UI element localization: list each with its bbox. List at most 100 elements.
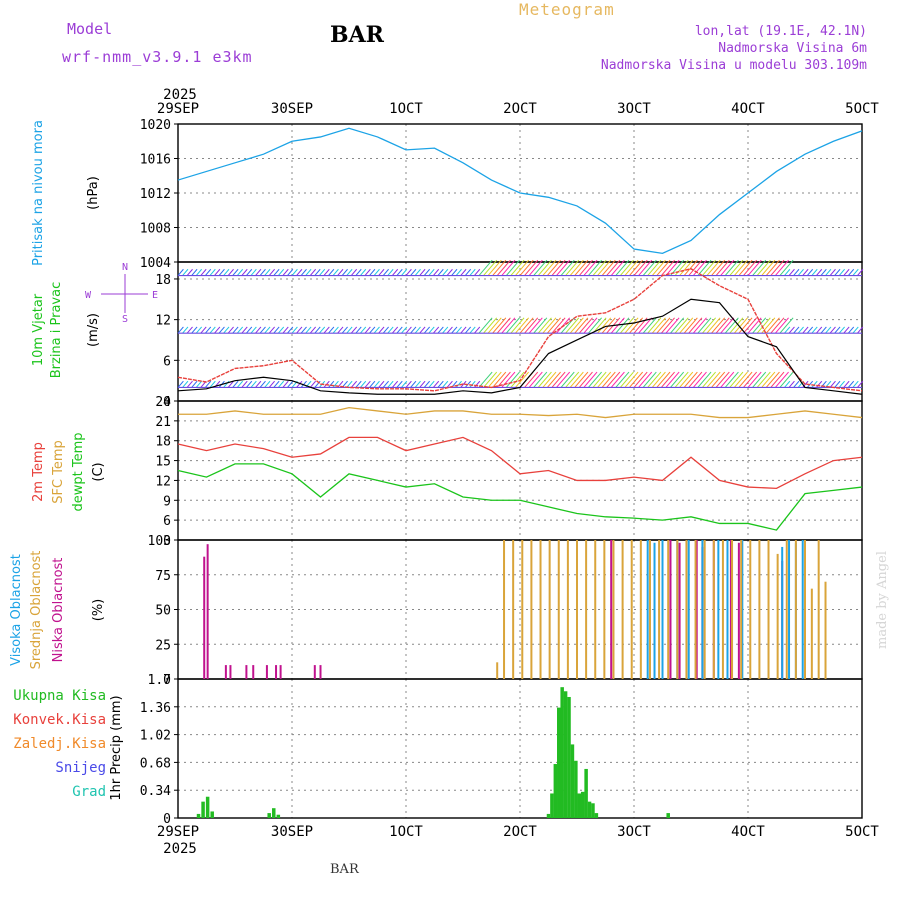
y-tick-label: 1.02 xyxy=(140,729,171,744)
wind-barb xyxy=(647,259,662,276)
wind-barb xyxy=(779,371,794,388)
wind-barb xyxy=(510,259,525,276)
wind-barb xyxy=(692,371,707,388)
wind-barb xyxy=(414,268,421,276)
wind-barb xyxy=(387,326,394,334)
wind-barb xyxy=(793,380,800,388)
precip-ylabel: 1hr Precip (mm) xyxy=(109,695,124,800)
wind-barb xyxy=(679,317,694,334)
x-tick-label-top: 4OCT xyxy=(731,101,765,117)
wind-barb xyxy=(337,268,344,276)
wind-barb xyxy=(811,268,818,276)
y-tick-label: 12 xyxy=(155,474,171,489)
wind-barb xyxy=(852,380,859,388)
wind-barb xyxy=(702,317,716,334)
wind-barb xyxy=(177,326,184,334)
wind-barb xyxy=(784,326,791,334)
wind-barb xyxy=(633,371,648,388)
y-tick-label: 15 xyxy=(155,455,171,470)
wind-barb xyxy=(455,380,462,388)
wind-barb xyxy=(323,326,330,334)
wind-barb xyxy=(834,326,841,334)
direction-legend-north: N xyxy=(122,262,128,273)
wind-barb xyxy=(733,371,748,388)
wind-barb xyxy=(656,317,671,334)
cloud-bar-2 xyxy=(639,540,642,679)
y-tick-label: 0 xyxy=(163,395,171,410)
wind-barb xyxy=(601,371,616,388)
wind-barb xyxy=(332,380,339,388)
y-tick-label: 0.68 xyxy=(140,756,171,771)
wind-barb xyxy=(560,371,575,388)
wind-barb xyxy=(546,317,561,334)
wind-barb xyxy=(743,317,758,334)
wind-barb xyxy=(665,371,680,388)
wind-barb xyxy=(556,371,571,388)
wind-barb xyxy=(588,371,602,388)
wind-barb xyxy=(369,380,376,388)
wind-barb xyxy=(583,371,598,388)
cloud-bar-2 xyxy=(685,540,688,679)
wind-barb xyxy=(670,317,685,334)
wind-barb xyxy=(752,259,767,276)
wind-barb xyxy=(834,380,841,388)
x-tick-label-bottom: 5OCT xyxy=(845,824,879,840)
wind-barb xyxy=(738,317,753,334)
wind-barb xyxy=(391,380,399,388)
wind-barb xyxy=(569,371,584,388)
wind-barb xyxy=(857,326,864,334)
wind-barb xyxy=(706,317,721,334)
wind-barb xyxy=(214,326,221,334)
wind-barb xyxy=(515,259,530,276)
wind-barb xyxy=(765,371,780,388)
wind-barb xyxy=(186,380,193,388)
wind-barb xyxy=(328,380,335,388)
y-tick-label: 1008 xyxy=(140,222,171,237)
wind-barb xyxy=(551,371,566,388)
wind-barb xyxy=(838,326,845,334)
cloud-bar-0 xyxy=(203,556,206,679)
wind-barb xyxy=(633,259,648,276)
direction-legend-east: E xyxy=(152,290,158,301)
wind-barb xyxy=(268,326,275,334)
wind-barb xyxy=(752,371,767,388)
wind-barb xyxy=(277,326,285,334)
precip-bar-0 xyxy=(553,764,558,818)
cloud-bar-2 xyxy=(785,540,788,679)
wind-barb xyxy=(355,326,362,334)
wind-barb xyxy=(186,326,193,334)
wind-barb xyxy=(505,317,520,334)
wind-barb xyxy=(474,268,481,276)
wind-barb xyxy=(711,317,726,334)
cloud-bar-2 xyxy=(585,540,588,679)
wind-barb xyxy=(291,268,298,276)
wind-barb xyxy=(578,317,593,334)
wind-barb xyxy=(492,371,507,388)
wind-barb xyxy=(733,259,748,276)
cloud-bar-0 xyxy=(610,540,613,679)
wind-barb xyxy=(715,259,730,276)
wind-barb xyxy=(738,371,753,388)
wind-barb xyxy=(282,326,289,334)
wind-barb xyxy=(747,371,762,388)
wind-barb xyxy=(829,326,836,334)
wind-ylabel-1: 10m Vjetar xyxy=(31,293,46,366)
wind-barb xyxy=(756,371,771,388)
wind-barb xyxy=(651,259,666,276)
wind-barb xyxy=(346,326,353,334)
precip-bar-0 xyxy=(584,768,588,818)
wind-barb xyxy=(679,259,694,276)
wind-barb xyxy=(350,380,358,388)
wind-barb xyxy=(546,371,561,388)
wind-barb xyxy=(360,380,367,388)
wind-barb xyxy=(223,268,230,276)
wind-barb xyxy=(738,259,753,276)
wind-barb xyxy=(419,268,426,276)
precip-bar-0 xyxy=(563,691,568,818)
wind-barb xyxy=(432,326,440,334)
wind-barb xyxy=(446,326,453,334)
cloud-bar-1 xyxy=(788,540,791,679)
wind-barb xyxy=(246,268,253,276)
wind-barb xyxy=(578,259,593,276)
wind-barb xyxy=(355,268,362,276)
